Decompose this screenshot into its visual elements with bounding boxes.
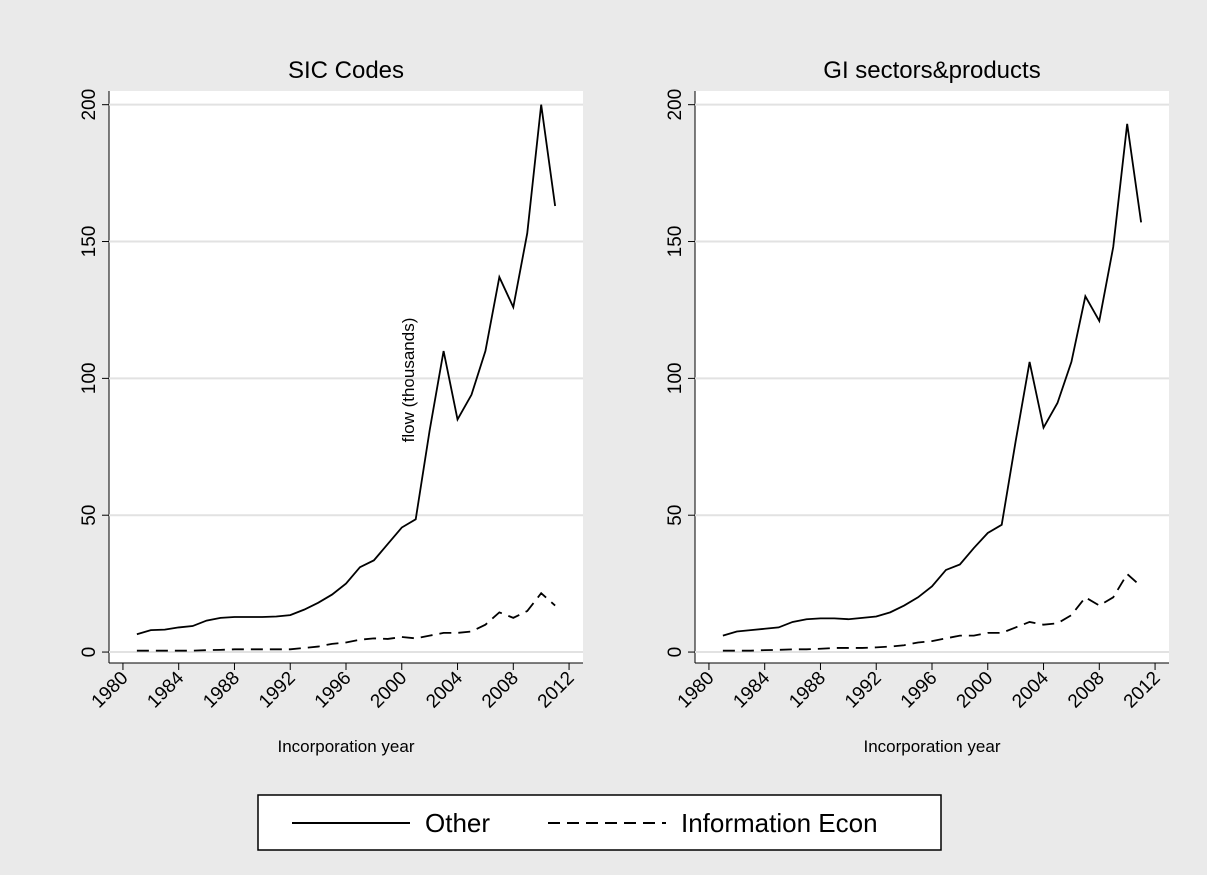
y-tick-label: 150 bbox=[665, 226, 686, 258]
y-tick-label: 200 bbox=[79, 89, 100, 121]
legend-label: Other bbox=[425, 808, 490, 838]
x-axis-label: Incorporation year bbox=[863, 737, 1000, 756]
series-line bbox=[722, 123, 1143, 637]
y-tick-label: 200 bbox=[665, 89, 686, 121]
y-tick-label: 150 bbox=[79, 226, 100, 258]
y-tick-label: 50 bbox=[79, 505, 100, 526]
chart-title: GI sectors&products bbox=[823, 57, 1040, 84]
x-axis-label: Incorporation year bbox=[277, 737, 414, 756]
plot-area bbox=[695, 91, 1169, 663]
legend-label: Information Econ bbox=[681, 808, 878, 838]
y-tick-label: 50 bbox=[665, 505, 686, 526]
plot-area bbox=[109, 91, 583, 663]
series-line bbox=[722, 572, 1142, 652]
y-axis-label: flow (thousands) bbox=[399, 318, 418, 443]
y-tick-label: 0 bbox=[665, 647, 686, 658]
series-line bbox=[136, 591, 556, 652]
series-line bbox=[136, 104, 557, 636]
y-tick-label: 0 bbox=[79, 647, 100, 658]
y-tick-label: 100 bbox=[79, 363, 100, 395]
y-tick-label: 100 bbox=[665, 363, 686, 395]
chart-title: SIC Codes bbox=[288, 57, 404, 84]
